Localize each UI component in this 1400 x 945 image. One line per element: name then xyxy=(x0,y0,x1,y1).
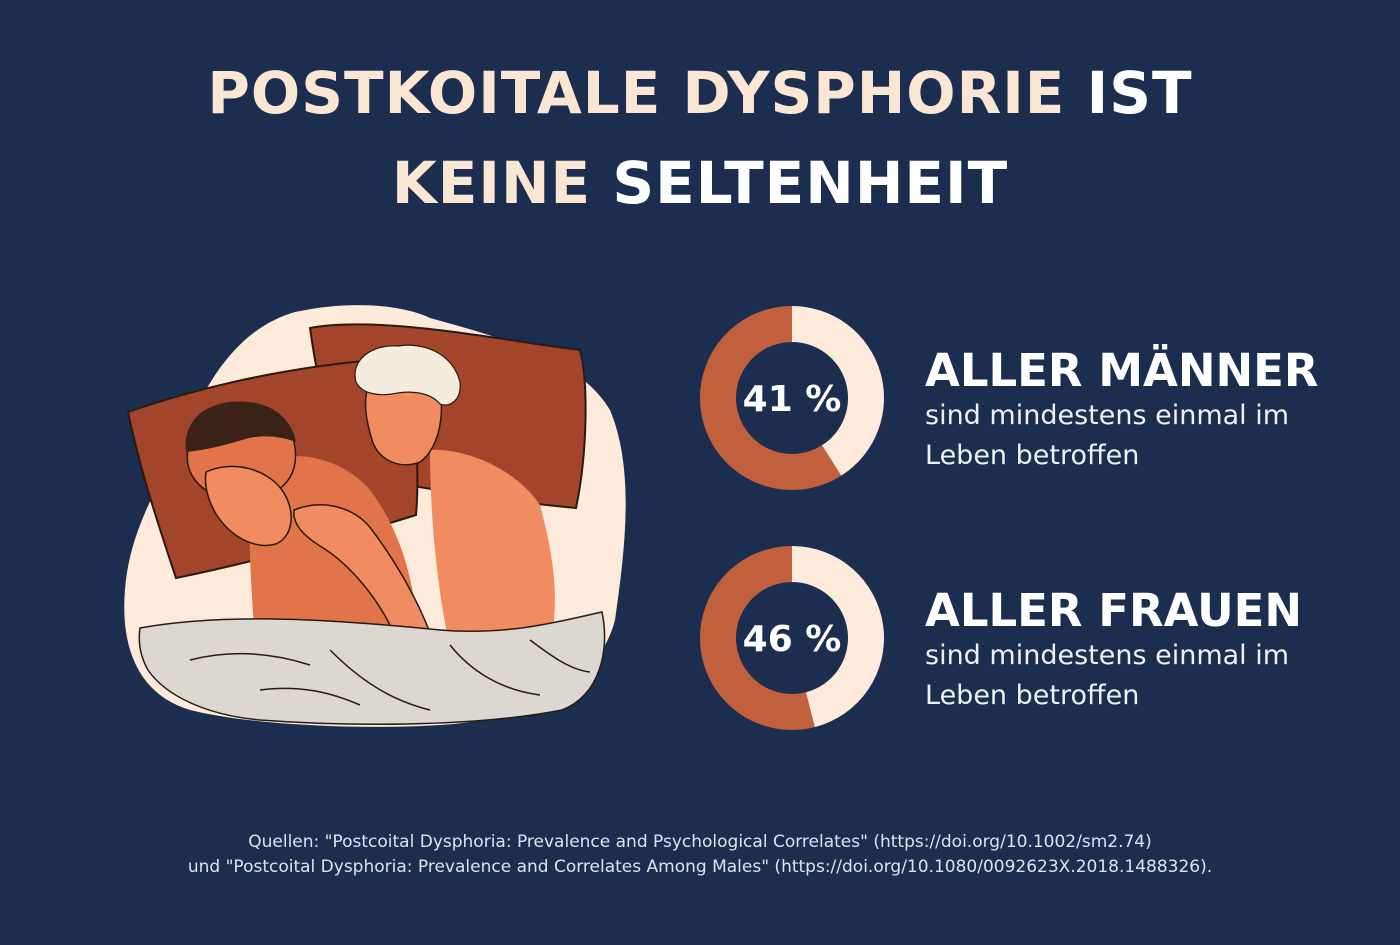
man-hair xyxy=(354,344,461,406)
donut-slice-rest-women xyxy=(699,546,815,730)
stat-heading-women: ALLER FRAUEN xyxy=(925,584,1303,637)
woman-hair xyxy=(185,401,296,452)
donut-center-label-women: 46 % xyxy=(743,619,842,660)
donut-center-label-men: 41 % xyxy=(743,379,842,420)
title-line-2-highlight: SELTENHEIT xyxy=(612,149,1009,217)
stat-description-women: sind mindestens einmal im Leben betroffe… xyxy=(925,640,1290,711)
woman-hands xyxy=(204,465,292,547)
stat-description-men: sind mindestens einmal im Leben betroffe… xyxy=(925,400,1290,471)
donut-chart-men: 41 % xyxy=(700,306,884,490)
title-line-2: KEINE SELTENHEIT xyxy=(0,138,1400,228)
sources-line-1: Quellen: "Postcoital Dysphoria: Prevalen… xyxy=(248,832,1152,852)
donut-slice-value-women xyxy=(792,546,884,728)
stat-heading-men: ALLER MÄNNER xyxy=(925,344,1319,397)
title-line-2-main: KEINE xyxy=(391,149,592,217)
sources-line-2: und "Postcoital Dysphoria: Prevalence an… xyxy=(187,857,1213,877)
blanket xyxy=(138,611,606,725)
couple-in-bed-illustration xyxy=(124,305,626,727)
title-line-1-main: POSTKOITALE DYSPHORIE xyxy=(207,59,1066,127)
blanket-fold-lines xyxy=(189,639,591,711)
donut-slice-rest-men xyxy=(700,306,842,490)
sources-footnote: Quellen: "Postcoital Dysphoria: Prevalen… xyxy=(0,830,1400,880)
page-title: POSTKOITALE DYSPHORIE IST KEINE SELTENHE… xyxy=(0,48,1400,228)
man-torso xyxy=(430,449,555,638)
title-line-1-highlight: IST xyxy=(1086,59,1193,127)
title-line-1: POSTKOITALE DYSPHORIE IST xyxy=(0,48,1400,138)
donut-slice-value-men xyxy=(792,306,884,476)
donut-chart-women: 46 % xyxy=(699,546,884,730)
